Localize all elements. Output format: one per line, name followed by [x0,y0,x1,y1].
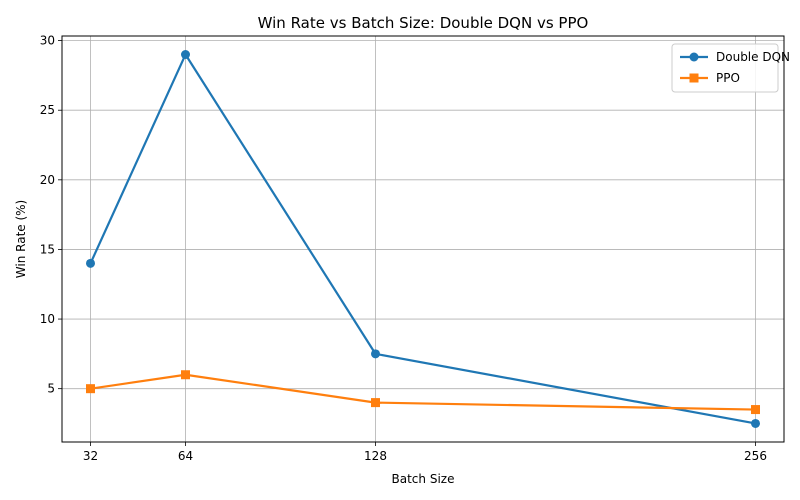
data-point-ppo [371,398,380,408]
data-point-ppo [181,370,190,380]
x-axis-label: Batch Size [392,472,455,486]
y-tick-label: 20 [40,173,55,187]
legend: Double DQN PPO [671,43,790,93]
legend-marker-ppo [689,73,699,83]
x-tick-label: 128 [364,449,387,463]
y-tick-label: 10 [40,312,55,326]
axis-ticks: 32 64 128 256 5 10 15 20 25 30 [40,34,767,463]
legend-label-ppo: PPO [716,71,740,85]
data-point-double-dqn [86,258,95,268]
data-point-ppo [86,384,95,394]
y-tick-label: 25 [40,103,55,117]
data-point-double-dqn [751,418,760,428]
y-tick-label: 30 [40,34,55,48]
legend-item-ppo: PPO [680,71,740,85]
series-ppo [86,370,760,415]
legend-marker-double-dqn [689,52,699,62]
x-tick-label: 64 [178,449,193,463]
data-point-ppo [751,405,760,415]
legend-label-double-dqn: Double DQN [716,50,790,64]
data-point-double-dqn [181,50,190,60]
series-line-double-dqn [89,53,756,425]
legend-item-double-dqn: Double DQN [680,50,790,64]
series-double-dqn [86,50,760,428]
data-point-double-dqn [371,349,380,359]
series-line-ppo [90,373,756,411]
x-tick-label: 256 [744,449,767,463]
chart-title: Win Rate vs Batch Size: Double DQN vs PP… [258,14,589,32]
plot-frame [61,35,785,443]
y-axis-label: Win Rate (%) [14,200,28,278]
series-lines [86,50,760,428]
y-tick-label: 15 [40,242,55,256]
x-tick-label: 32 [83,449,98,463]
grid [62,36,784,442]
y-tick-label: 5 [47,382,55,396]
